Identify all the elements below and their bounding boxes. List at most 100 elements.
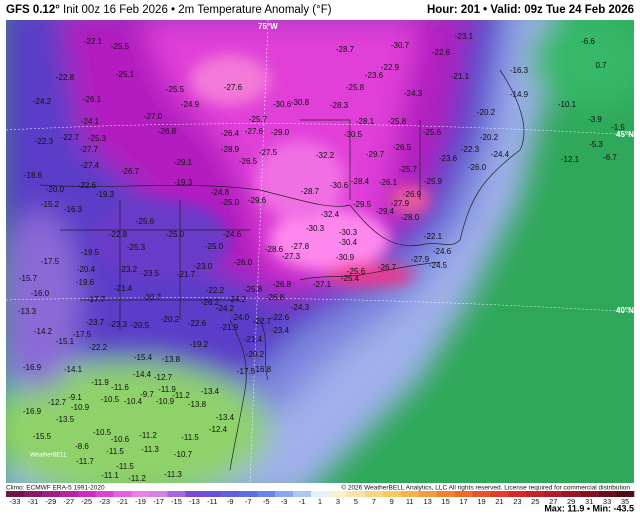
- anomaly-value: -24.3: [291, 303, 310, 312]
- colorbar-swatch: [526, 491, 545, 497]
- colorbar-swatch: [6, 491, 25, 497]
- anomaly-value: -21.4: [244, 335, 263, 344]
- anomaly-value: -27.9: [411, 255, 430, 264]
- colorbar-swatch: [328, 491, 348, 497]
- anomaly-value: -30.7: [391, 41, 410, 50]
- colorbar-tick-label: -27: [63, 497, 74, 506]
- anomaly-value: -27.0: [144, 112, 163, 121]
- colorbar-tick-label: -31: [27, 497, 38, 506]
- logo: WeatherBELL: [30, 453, 67, 459]
- anomaly-value: -29.1: [174, 158, 193, 167]
- anomaly-value: -25.9: [424, 177, 443, 186]
- anomaly-value: -30.3: [306, 224, 325, 233]
- anomaly-value: -28.4: [351, 177, 370, 186]
- colorbar-tick-label: 5: [354, 497, 358, 506]
- colorbar-tick-label: 11: [406, 497, 414, 506]
- copyright: © 2026 WeatherBELL Analytics, LLC All ri…: [341, 484, 630, 492]
- anomaly-value: -22.9: [381, 63, 400, 72]
- colorbar-tick-label: 21: [495, 497, 503, 506]
- anomaly-value: -22.2: [89, 343, 108, 352]
- colorbar-swatch: [508, 491, 527, 497]
- anomaly-value: -24.9: [181, 100, 200, 109]
- colorbar-swatch: [95, 491, 114, 497]
- anomaly-value: -21.4: [114, 284, 133, 293]
- colorbar-swatch: [293, 491, 312, 497]
- anomaly-value: -24.6: [223, 230, 242, 239]
- colorbar-swatch: [580, 491, 599, 497]
- anomaly-value: -16.8: [253, 365, 272, 374]
- anomaly-value: -22.7: [253, 317, 272, 326]
- anomaly-value: -23.6: [439, 154, 458, 163]
- anomaly-value: -20.2: [246, 350, 265, 359]
- colorbar-tick-label: 15: [441, 497, 449, 506]
- anomaly-value: -15.4: [134, 353, 153, 362]
- anomaly-value: -25.6: [136, 217, 155, 226]
- anomaly-value: -25.6: [347, 267, 366, 276]
- anomaly-value: -19.3: [96, 190, 115, 199]
- anomaly-value: -25.0: [205, 242, 224, 251]
- colorbar-swatch: [616, 491, 635, 497]
- map-title: Init 00z 16 Feb 2026 • 2m Temperature An…: [63, 4, 332, 16]
- anomaly-value: -13.5: [56, 415, 75, 424]
- anomaly-value: -23.5: [141, 269, 160, 278]
- colorbar-tick-label: -15: [171, 497, 182, 506]
- colorbar-swatch: [59, 491, 79, 497]
- colorbar-swatch: [239, 491, 258, 497]
- anomaly-value: -16.3: [510, 66, 529, 75]
- anomaly-value: -10.7: [174, 450, 193, 459]
- anomaly-value: -26.7: [378, 263, 397, 272]
- anomaly-value: -24.1: [81, 117, 100, 126]
- anomaly-value: -16.9: [23, 363, 42, 372]
- anomaly-value: -26.5: [239, 157, 258, 166]
- colorbar-swatch: [472, 491, 491, 497]
- anomaly-value: -26.1: [379, 178, 398, 187]
- anomaly-value: -22.1: [424, 232, 443, 241]
- anomaly-value: -22.3: [461, 145, 480, 154]
- colorbar-swatch: [257, 491, 276, 497]
- colorbar-swatch: [454, 491, 473, 497]
- anomaly-value: -27.8: [291, 242, 310, 251]
- anomaly-value: -25.3: [127, 243, 146, 252]
- anomaly-value: -24.0: [231, 313, 250, 322]
- anomaly-value: -16.9: [23, 407, 42, 416]
- colorbar-swatch: [185, 491, 204, 497]
- colorbar-swatch: [275, 491, 294, 497]
- colorbar-tick-label: 17: [459, 497, 467, 506]
- anomaly-value: -26.0: [468, 163, 487, 172]
- anomaly-value: -13.8: [188, 400, 207, 409]
- anomaly-value: -20.2: [477, 108, 496, 117]
- anomaly-value: -12.7: [48, 398, 67, 407]
- anomaly-value: -9.1: [68, 393, 82, 402]
- max-min: Max: 11.9 • Min: -43.5: [544, 503, 634, 513]
- colorbar-tick-label: 23: [513, 497, 521, 506]
- anomaly-value: -23.2: [119, 265, 138, 274]
- anomaly-value: -23.3: [109, 320, 128, 329]
- anomaly-value: -27.6: [245, 127, 264, 136]
- anomaly-value: -16.3: [64, 205, 83, 214]
- anomaly-value: -25.1: [116, 70, 135, 79]
- colorbar-swatch: [149, 491, 168, 497]
- anomaly-value: -19.3: [174, 178, 193, 187]
- anomaly-value: -26.9: [403, 190, 422, 199]
- anomaly-value: -25.7: [249, 115, 268, 124]
- anomaly-value: -17.5: [237, 367, 256, 376]
- colorbar-tick-label: -33: [10, 497, 21, 506]
- colorbar-swatch: [364, 491, 384, 497]
- anomaly-value: -29.4: [376, 207, 395, 216]
- anomaly-value: -10.9: [156, 397, 175, 406]
- colorbar-tick-label: -1: [299, 497, 306, 506]
- anomaly-value: -22.1: [84, 37, 103, 46]
- anomaly-value: -28.7: [336, 45, 355, 54]
- anomaly-value: -11.9: [158, 385, 176, 394]
- anomaly-value: -27.4: [81, 161, 100, 170]
- latitude-label: 45°N: [616, 130, 634, 139]
- anomaly-value: -1.5: [611, 123, 625, 132]
- anomaly-value: -25.5: [111, 42, 130, 51]
- latitude-label: 40°N: [616, 306, 634, 315]
- anomaly-value: -20.2: [161, 315, 180, 324]
- colorbar-tick-label: 3: [336, 497, 340, 506]
- anomaly-value: -25.4: [341, 274, 360, 283]
- anomaly-value: -25.8: [388, 117, 407, 126]
- colorbar-tick-label: -17: [153, 497, 164, 506]
